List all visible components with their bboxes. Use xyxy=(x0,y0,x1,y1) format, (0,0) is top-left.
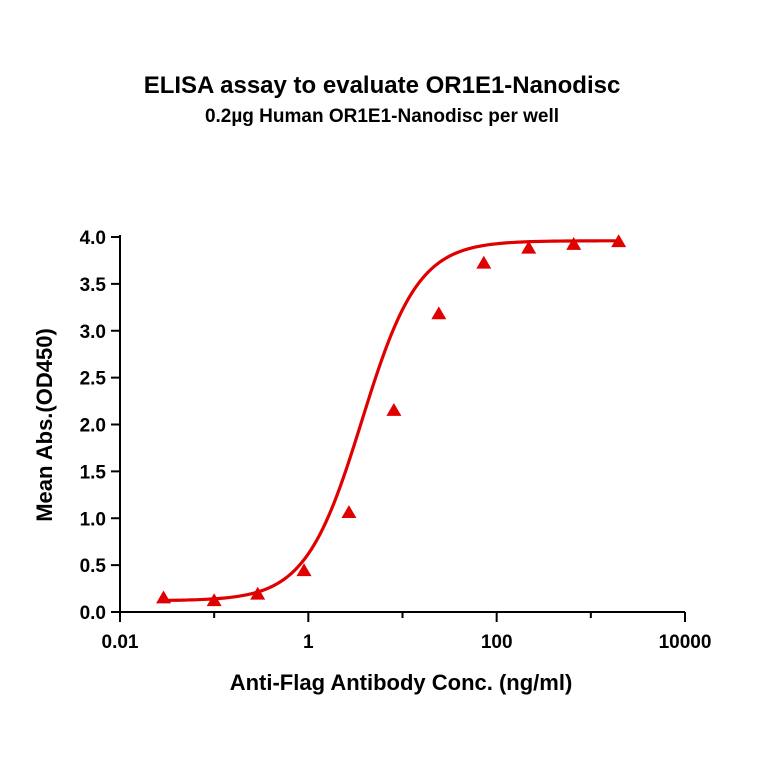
x-tick-label: 10000 xyxy=(659,632,712,653)
y-axis-ticks: 0.0 0.5 1.0 1.5 2.0 2.5 3.0 3.5 4.0 xyxy=(80,228,120,624)
data-point xyxy=(431,306,447,320)
y-tick-label: 0.5 xyxy=(80,556,107,577)
y-tick-label: 1.0 xyxy=(80,509,106,530)
x-axis-label: Anti-Flag Antibody Conc. (ng/ml) xyxy=(230,670,573,695)
data-point xyxy=(206,593,222,607)
data-markers xyxy=(156,234,627,607)
x-axis-ticks: 0.01 1 100 10000 xyxy=(102,612,712,653)
data-point xyxy=(611,234,627,248)
data-point xyxy=(521,240,537,254)
x-tick-label: 0.01 xyxy=(102,632,139,653)
y-tick-label: 3.5 xyxy=(80,275,107,296)
data-point xyxy=(476,255,492,269)
data-point xyxy=(296,563,312,577)
y-tick-label: 4.0 xyxy=(80,228,106,249)
data-point xyxy=(386,402,402,416)
y-tick-label: 2.0 xyxy=(80,416,106,437)
x-tick-label: 100 xyxy=(481,632,513,653)
chart-title: ELISA assay to evaluate OR1E1-Nanodisc xyxy=(143,72,621,99)
data-point xyxy=(156,590,172,604)
chart-subtitle: 0.2µg Human OR1E1-Nanodisc per well xyxy=(204,106,560,127)
data-point xyxy=(341,505,357,519)
y-axis-label: Mean Abs.(OD450) xyxy=(32,328,57,522)
y-tick-label: 2.5 xyxy=(80,369,107,390)
axes xyxy=(119,235,685,613)
fit-curve xyxy=(163,239,619,603)
x-tick-label: 1 xyxy=(303,632,314,653)
data-point xyxy=(250,586,266,600)
y-tick-label: 1.5 xyxy=(80,462,107,483)
y-tick-label: 0.0 xyxy=(80,603,106,624)
y-tick-label: 3.0 xyxy=(80,322,106,343)
data-point xyxy=(566,237,582,250)
